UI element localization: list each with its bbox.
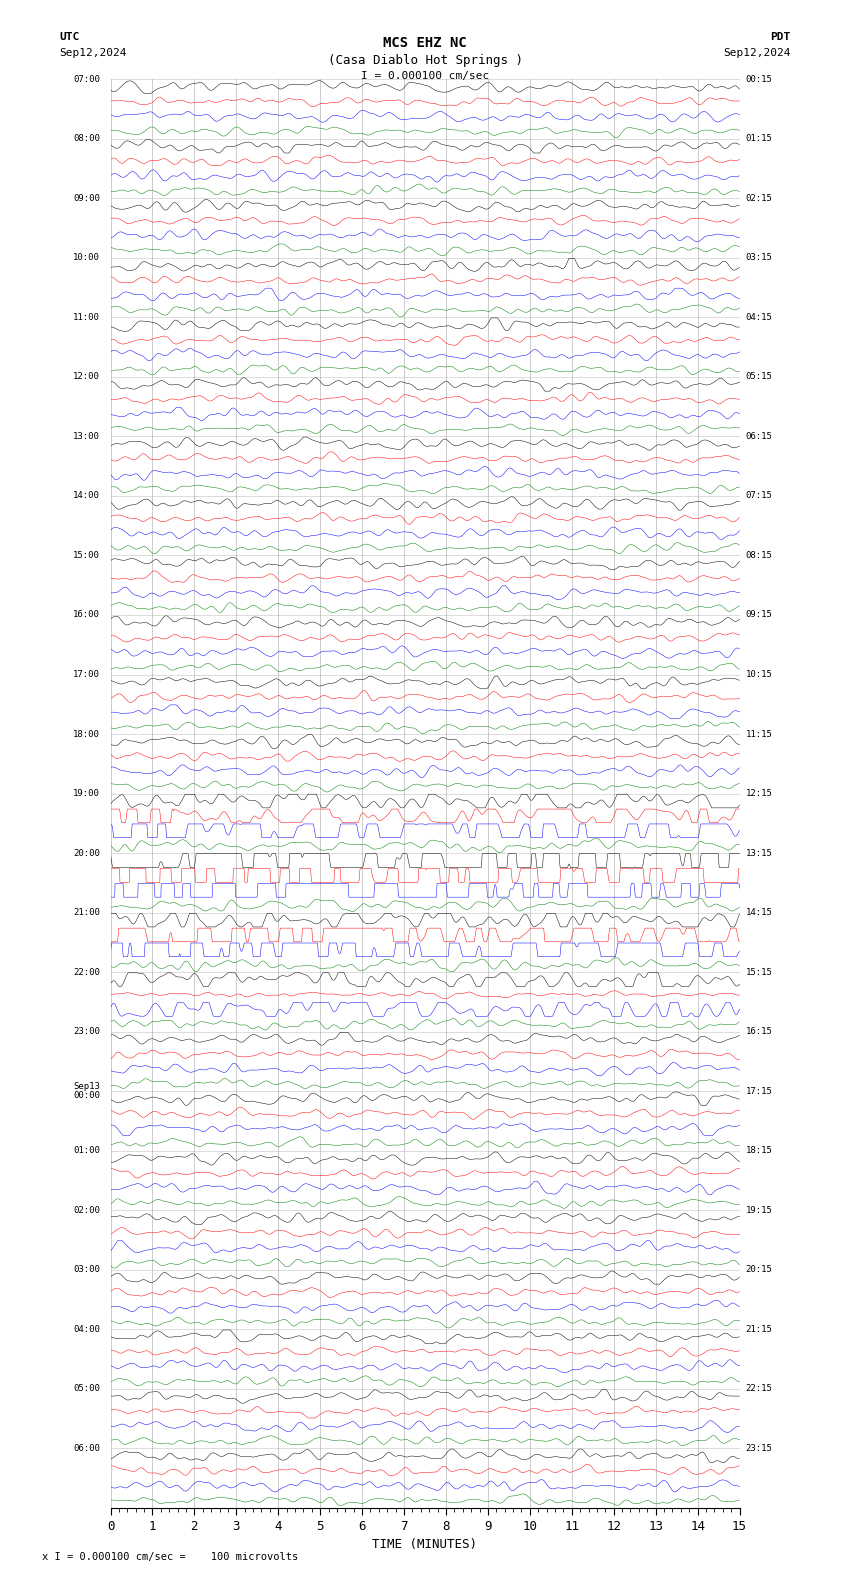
Text: 14:00: 14:00 [73, 491, 100, 501]
Text: 23:00: 23:00 [73, 1026, 100, 1036]
Text: PDT: PDT [770, 32, 790, 41]
Text: 20:15: 20:15 [745, 1266, 773, 1275]
Text: 11:00: 11:00 [73, 312, 100, 322]
Text: MCS EHZ NC: MCS EHZ NC [383, 36, 467, 51]
Text: 12:15: 12:15 [745, 789, 773, 798]
Text: 03:15: 03:15 [745, 253, 773, 263]
Text: 22:00: 22:00 [73, 968, 100, 977]
Text: 05:00: 05:00 [73, 1384, 100, 1394]
Text: 16:00: 16:00 [73, 610, 100, 619]
Text: 06:00: 06:00 [73, 1445, 100, 1453]
Text: 02:00: 02:00 [73, 1205, 100, 1215]
Text: 01:15: 01:15 [745, 135, 773, 143]
Text: 21:00: 21:00 [73, 908, 100, 917]
Text: 15:00: 15:00 [73, 551, 100, 561]
Text: 17:00: 17:00 [73, 670, 100, 680]
Text: 18:15: 18:15 [745, 1147, 773, 1155]
Text: 08:15: 08:15 [745, 551, 773, 561]
Text: 12:00: 12:00 [73, 372, 100, 382]
Text: I = 0.000100 cm/sec: I = 0.000100 cm/sec [361, 71, 489, 81]
Text: (Casa Diablo Hot Springs ): (Casa Diablo Hot Springs ) [327, 54, 523, 67]
Text: 22:15: 22:15 [745, 1384, 773, 1394]
Text: 18:00: 18:00 [73, 730, 100, 738]
Text: 07:00: 07:00 [73, 74, 100, 84]
Text: 10:00: 10:00 [73, 253, 100, 263]
Text: 04:15: 04:15 [745, 312, 773, 322]
Text: 00:15: 00:15 [745, 74, 773, 84]
X-axis label: TIME (MINUTES): TIME (MINUTES) [372, 1538, 478, 1551]
Text: 13:00: 13:00 [73, 432, 100, 440]
Text: 00:00: 00:00 [73, 1091, 100, 1101]
Text: Sep12,2024: Sep12,2024 [60, 48, 127, 57]
Text: 14:15: 14:15 [745, 908, 773, 917]
Text: 23:15: 23:15 [745, 1445, 773, 1453]
Text: 06:15: 06:15 [745, 432, 773, 440]
Text: 13:15: 13:15 [745, 849, 773, 857]
Text: UTC: UTC [60, 32, 80, 41]
Text: 11:15: 11:15 [745, 730, 773, 738]
Text: 07:15: 07:15 [745, 491, 773, 501]
Text: 19:15: 19:15 [745, 1205, 773, 1215]
Text: 03:00: 03:00 [73, 1266, 100, 1275]
Text: 09:15: 09:15 [745, 610, 773, 619]
Text: x I = 0.000100 cm/sec =    100 microvolts: x I = 0.000100 cm/sec = 100 microvolts [42, 1552, 298, 1562]
Text: 01:00: 01:00 [73, 1147, 100, 1155]
Text: Sep13: Sep13 [73, 1082, 100, 1091]
Text: 08:00: 08:00 [73, 135, 100, 143]
Text: 04:00: 04:00 [73, 1324, 100, 1334]
Text: 21:15: 21:15 [745, 1324, 773, 1334]
Text: Sep12,2024: Sep12,2024 [723, 48, 791, 57]
Text: 09:00: 09:00 [73, 193, 100, 203]
Text: 15:15: 15:15 [745, 968, 773, 977]
Text: 20:00: 20:00 [73, 849, 100, 857]
Text: 02:15: 02:15 [745, 193, 773, 203]
Text: 05:15: 05:15 [745, 372, 773, 382]
Text: 19:00: 19:00 [73, 789, 100, 798]
Text: 10:15: 10:15 [745, 670, 773, 680]
Text: 16:15: 16:15 [745, 1026, 773, 1036]
Text: 17:15: 17:15 [745, 1087, 773, 1096]
